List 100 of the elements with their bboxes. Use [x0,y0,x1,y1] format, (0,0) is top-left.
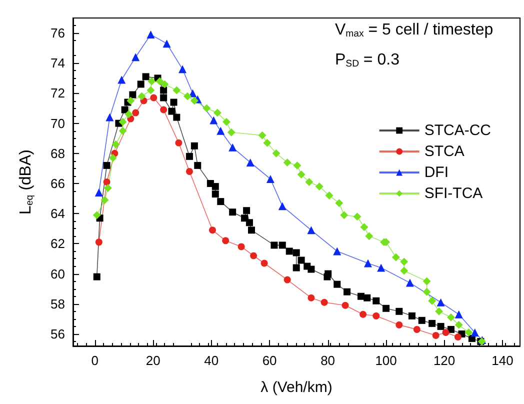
point [229,208,236,216]
point [364,259,372,268]
point [344,288,351,296]
y-tick-label: 76 [50,26,65,41]
point [217,198,224,206]
point [246,158,254,166]
point [103,178,110,186]
legend-label: SFI-TCA [424,185,483,202]
point [172,86,181,94]
point [396,321,403,328]
y-tick-label: 72 [50,86,65,101]
point [132,53,140,62]
point [360,310,367,318]
point [284,276,291,284]
point [454,310,463,318]
y-tick-label: 62 [50,236,65,252]
x-axis-title: λ (Veh/km) [260,379,332,396]
x-tick-label: 0 [91,353,98,368]
point [93,273,100,280]
point [278,202,286,210]
point [170,98,178,106]
point [413,326,420,333]
point [183,92,192,100]
point [293,161,302,170]
point [308,266,315,273]
point [100,196,109,204]
point [447,326,454,333]
point [335,199,344,208]
point [270,242,278,249]
point [212,183,219,190]
point [340,211,348,220]
point [112,140,120,148]
point [138,92,146,100]
point [324,270,332,278]
point [222,237,230,244]
point [202,104,211,112]
x-tick-label: 80 [320,353,336,368]
point [396,308,403,315]
point [142,73,150,80]
point [470,328,479,336]
point [400,258,408,266]
point [365,232,374,240]
point [307,226,316,234]
point [137,80,144,88]
point [437,322,444,330]
point [146,30,155,39]
point [208,226,216,234]
x-tick-label: 40 [204,353,219,368]
point [210,116,218,124]
point [190,142,198,150]
x-tick-label: 120 [433,353,456,368]
point [464,328,473,336]
point [422,277,431,286]
point [360,223,368,232]
point [278,242,286,249]
y-tick-label: 66 [50,176,65,192]
point [160,94,168,102]
point [104,184,112,192]
point [103,162,110,169]
point [272,149,280,158]
point [372,297,380,304]
point [320,298,328,306]
point [292,264,300,272]
y-tick-label: 68 [50,146,65,161]
point [308,294,315,302]
point [118,118,127,126]
point [238,243,245,250]
x-tick-label: 60 [262,353,277,368]
point [292,249,300,256]
point [160,86,168,94]
point [126,96,135,105]
point [325,192,334,200]
point [108,154,117,162]
point [173,114,180,121]
point [227,128,236,136]
point [298,256,305,264]
point [228,143,237,152]
y-tick-label: 58 [50,296,65,312]
point [156,77,164,86]
legend-label: DFI [424,164,449,181]
point [186,152,193,160]
point [162,40,171,48]
y-tick-label: 70 [50,116,65,131]
point [129,91,136,98]
point [333,247,342,256]
point [260,260,268,267]
legend-label: STCA [424,143,464,160]
point [297,170,306,178]
point [283,158,292,166]
point [266,174,274,183]
point [442,328,450,336]
y-tick-label: 60 [50,266,65,282]
point [92,211,101,220]
point [118,76,126,84]
point [148,77,156,86]
point [418,316,426,324]
point [222,118,230,126]
point [400,266,408,275]
point [342,302,349,309]
point [406,278,414,287]
